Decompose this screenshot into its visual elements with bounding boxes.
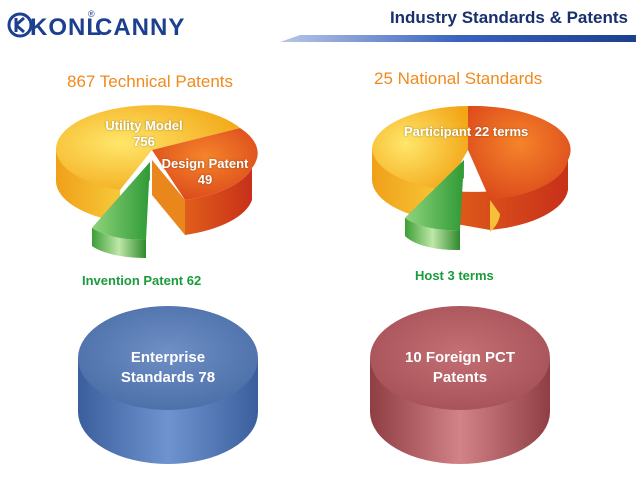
foreign-pct-cylinder bbox=[370, 306, 550, 464]
host-label: Host 3 terms bbox=[415, 268, 494, 283]
design-patent-side bbox=[185, 168, 252, 235]
standards-title: 25 National Standards bbox=[374, 69, 543, 88]
design-patent-label: Design Patent 49 bbox=[161, 156, 249, 187]
participant-cut-face bbox=[490, 200, 500, 232]
blue-cylinder-top bbox=[78, 306, 258, 410]
invention-patent-label: Invention Patent 62 bbox=[82, 273, 202, 288]
enterprise-standards-cylinder bbox=[78, 306, 258, 464]
participant-slice-yellow bbox=[372, 106, 468, 190]
participant-slice-orange bbox=[468, 105, 571, 200]
participant-label: Participant 22 terms bbox=[404, 124, 529, 139]
invention-patent-side bbox=[92, 228, 146, 259]
foreign-pct-label: 10 Foreign PCT Patents bbox=[404, 349, 516, 386]
wedge-cut-face bbox=[152, 160, 185, 235]
design-patent-slice bbox=[152, 128, 258, 200]
host-slice bbox=[405, 160, 464, 231]
brand-mark-text: KONL bbox=[30, 14, 102, 41]
patents-title: 867 Technical Patents bbox=[67, 72, 234, 91]
host-side bbox=[405, 218, 460, 251]
konl-logo-icon bbox=[7, 12, 33, 38]
registered-mark: ® bbox=[88, 9, 95, 19]
utility-model-slice bbox=[55, 105, 240, 190]
enterprise-standards-label: Enterprise Standards 78 bbox=[120, 349, 216, 386]
standards-pie-chart bbox=[372, 105, 571, 251]
patents-pie-chart bbox=[55, 105, 258, 259]
page-title: Industry Standards & Patents bbox=[389, 8, 628, 27]
red-cylinder-top bbox=[370, 306, 550, 410]
header-divider bbox=[280, 35, 636, 42]
invention-patent-slice bbox=[92, 162, 150, 241]
utility-model-label: Utility Model 756 bbox=[105, 118, 183, 149]
brand-name: CANNY bbox=[95, 14, 186, 41]
